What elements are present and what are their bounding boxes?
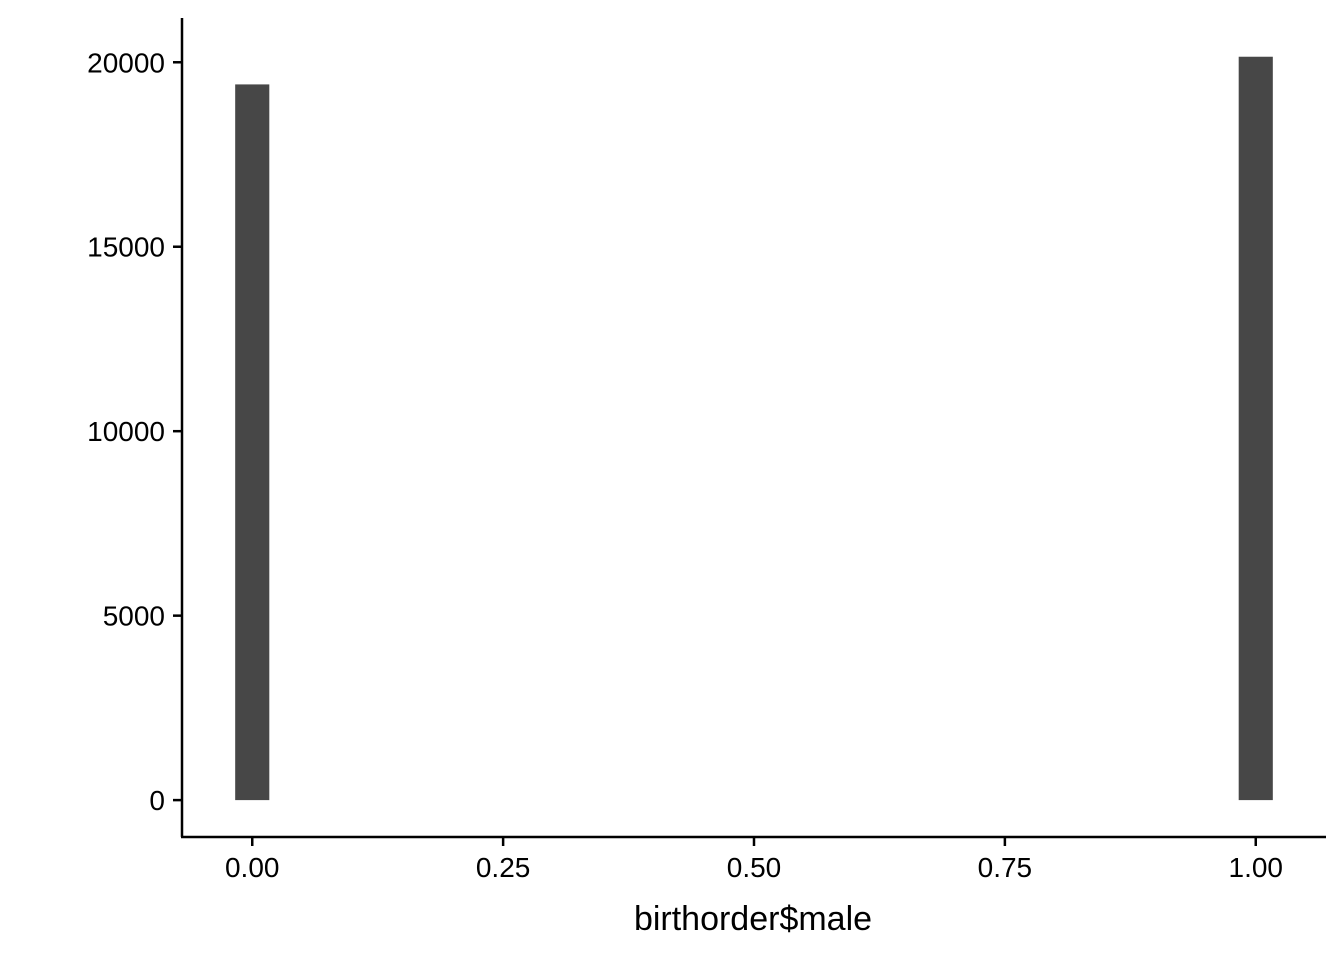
histogram-bar [1238, 56, 1273, 801]
y-tick-label: 15000 [87, 232, 165, 263]
x-axis-title: birthorder$male [634, 900, 872, 938]
x-tick-label: 0.25 [476, 852, 531, 883]
bars-group [235, 56, 1273, 801]
y-tick-label: 20000 [87, 47, 165, 78]
x-tick-label: 1.00 [1229, 852, 1284, 883]
y-tick-label: 10000 [87, 416, 165, 447]
y-tick-label: 5000 [103, 601, 165, 632]
y-tick-label: 0 [149, 785, 165, 816]
y-ticks-group: 0 5000 10000 15000 20000 [87, 47, 182, 816]
histogram-bar [235, 84, 270, 801]
x-tick-label: 0.50 [727, 852, 782, 883]
x-ticks-group: 0.00 0.25 0.50 0.75 1.00 [225, 837, 1283, 883]
x-tick-label: 0.00 [225, 852, 280, 883]
x-tick-label: 0.75 [978, 852, 1033, 883]
